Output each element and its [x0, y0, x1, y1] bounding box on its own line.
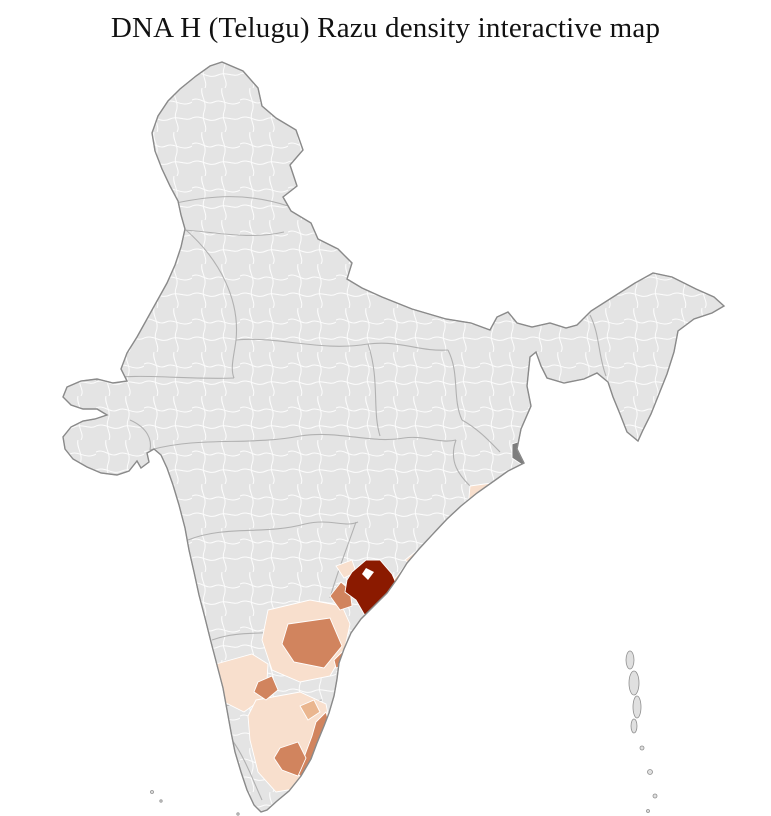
district-region[interactable]	[253, 675, 279, 701]
district-borders-texture	[63, 62, 724, 812]
dark-core-notch	[362, 568, 374, 580]
country-outline	[62, 61, 726, 813]
district-region[interactable]	[467, 480, 515, 515]
lakshadweep-islets	[150, 790, 240, 816]
district-region[interactable]	[273, 741, 307, 777]
andaman-nicobar-islands[interactable]	[625, 650, 658, 813]
district-region[interactable]	[281, 617, 343, 669]
page-title: DNA H (Telugu) Razu density interactive …	[110, 12, 661, 44]
district-region[interactable]	[299, 699, 321, 721]
